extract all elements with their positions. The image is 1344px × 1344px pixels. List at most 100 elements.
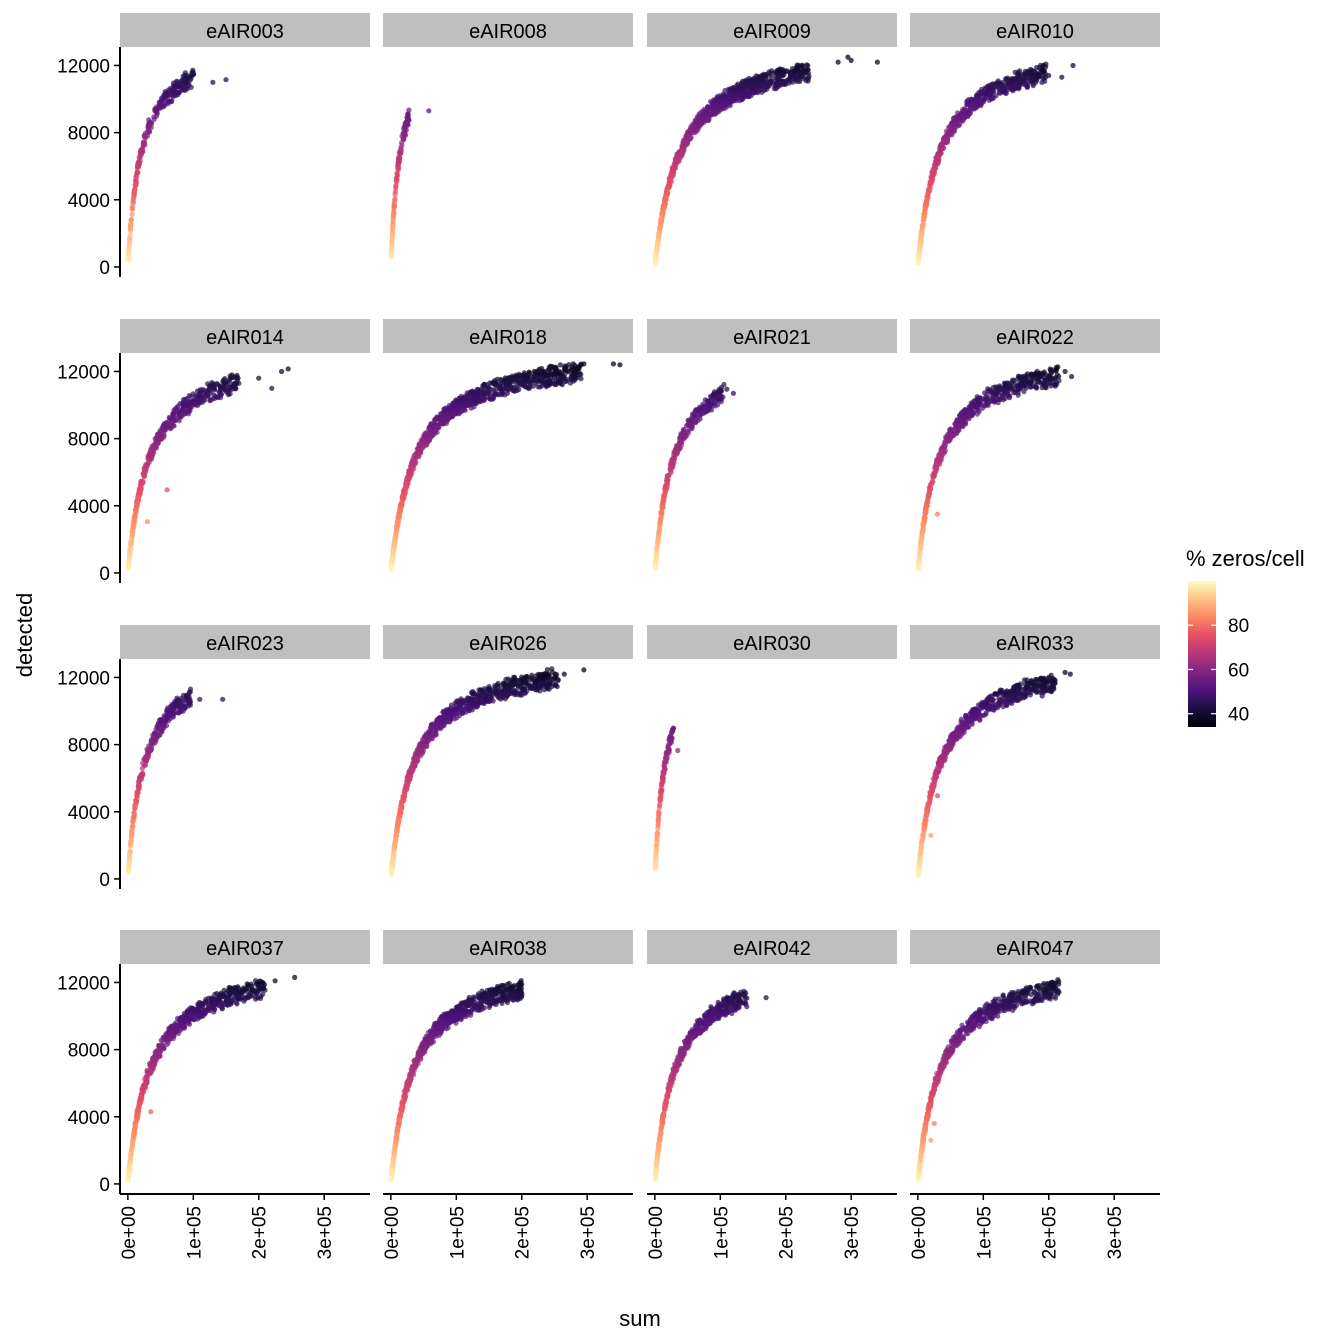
data-point xyxy=(960,408,966,414)
facet-strip-label: eAIR009 xyxy=(733,21,811,43)
data-point-outlier xyxy=(1069,373,1075,380)
data-point xyxy=(982,396,988,403)
data-point xyxy=(657,225,663,231)
facet-strip-label: eAIR018 xyxy=(469,327,547,349)
data-point xyxy=(131,190,137,196)
data-point xyxy=(1048,370,1054,376)
data-point xyxy=(467,389,473,395)
data-point xyxy=(680,144,686,150)
data-point xyxy=(721,381,727,388)
data-point xyxy=(389,563,395,569)
data-point xyxy=(1015,392,1021,398)
data-point xyxy=(225,390,232,397)
data-point xyxy=(158,431,164,437)
facet-panel: eAIR009 xyxy=(647,13,897,267)
data-point xyxy=(955,122,961,128)
data-point xyxy=(741,79,747,85)
data-point xyxy=(147,119,153,125)
facet-strip-label: eAIR010 xyxy=(996,21,1074,43)
data-point xyxy=(528,378,535,384)
data-point xyxy=(1025,81,1031,87)
data-point xyxy=(548,371,554,378)
data-point xyxy=(721,106,727,112)
facet-strip-label: eAIR003 xyxy=(206,21,284,43)
data-point xyxy=(921,210,927,216)
data-point xyxy=(1036,65,1043,71)
data-point xyxy=(127,225,133,231)
data-point xyxy=(179,77,185,83)
data-point xyxy=(1009,78,1015,85)
data-point xyxy=(924,197,930,203)
data-point xyxy=(755,90,761,96)
data-point xyxy=(656,525,663,531)
data-point xyxy=(933,469,939,475)
data-point xyxy=(396,513,402,520)
data-point xyxy=(799,62,806,68)
data-point-outlier xyxy=(610,361,617,367)
data-point xyxy=(780,67,786,73)
data-point-outlier xyxy=(934,511,941,517)
data-point xyxy=(182,72,188,78)
data-point xyxy=(557,362,564,368)
data-point xyxy=(148,744,154,750)
data-point xyxy=(568,376,575,382)
data-point xyxy=(127,550,133,556)
facet-panel: eAIR018 xyxy=(383,319,633,572)
data-point xyxy=(434,414,440,420)
data-point xyxy=(802,68,808,74)
data-point xyxy=(496,381,502,387)
data-point xyxy=(711,106,717,112)
data-point xyxy=(727,101,733,107)
data-point xyxy=(775,67,781,73)
data-point xyxy=(438,411,444,417)
data-point xyxy=(732,96,738,102)
data-point xyxy=(388,253,394,259)
data-point xyxy=(793,76,799,82)
data-point xyxy=(134,792,140,798)
data-point xyxy=(969,101,975,107)
data-point xyxy=(125,257,131,263)
data-point xyxy=(401,488,407,494)
data-point xyxy=(1010,82,1016,88)
data-point xyxy=(966,414,972,420)
data-point xyxy=(562,363,568,369)
data-point xyxy=(133,177,139,183)
data-points xyxy=(388,666,587,878)
data-point xyxy=(661,201,668,207)
data-point xyxy=(1017,80,1023,86)
data-point xyxy=(170,90,176,96)
data-point xyxy=(917,554,923,560)
data-point xyxy=(664,477,670,483)
data-point xyxy=(739,83,745,89)
data-point xyxy=(537,371,543,377)
data-points xyxy=(915,364,1075,572)
data-point xyxy=(713,110,720,116)
data-point xyxy=(131,521,137,527)
data-point xyxy=(684,140,691,146)
data-point xyxy=(132,805,138,811)
data-point xyxy=(772,83,779,90)
data-point xyxy=(759,83,765,89)
data-point xyxy=(1002,384,1008,390)
data-point-outlier xyxy=(223,77,229,83)
data-point xyxy=(139,765,145,772)
data-point xyxy=(1005,393,1011,399)
data-point-outlier xyxy=(210,79,216,85)
data-point xyxy=(131,195,137,201)
data-point xyxy=(130,531,136,537)
data-point xyxy=(129,829,135,835)
data-point-outlier xyxy=(724,386,730,392)
facet-strip xyxy=(383,13,633,47)
data-point xyxy=(920,521,926,527)
data-point xyxy=(673,158,680,164)
data-point-outlier xyxy=(144,519,151,525)
data-point xyxy=(661,492,668,498)
data-point xyxy=(491,380,497,386)
data-point xyxy=(165,87,172,93)
data-point-outlier xyxy=(197,696,203,702)
data-point xyxy=(919,226,925,233)
data-point xyxy=(398,500,405,506)
data-point xyxy=(688,424,695,430)
data-point xyxy=(964,98,970,104)
